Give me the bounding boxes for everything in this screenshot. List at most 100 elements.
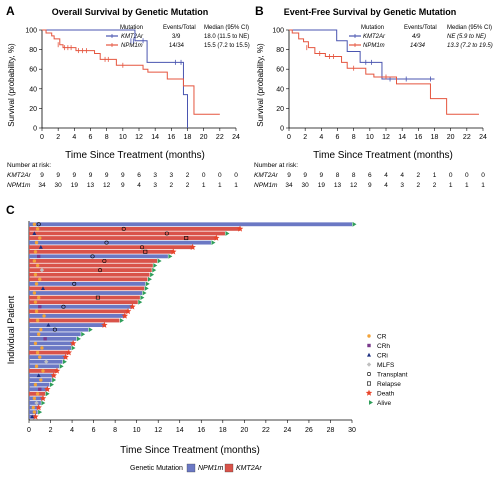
risk-value: 3	[400, 182, 404, 189]
patient-bar	[29, 245, 193, 250]
risk-value: 6	[137, 172, 141, 179]
marker-cr	[32, 291, 37, 295]
y-tick-label: 100	[25, 28, 37, 35]
panel-a-legend: Mutation Events/Total Median (95% CI) KM…	[106, 25, 250, 49]
panel-b-ylabel: Survival (probability, %)	[256, 43, 265, 127]
marker-crh	[36, 254, 41, 259]
panel-c-label: C	[6, 203, 15, 217]
km-curve-kmt2ar	[289, 29, 435, 80]
risk-value: 34	[38, 182, 46, 189]
legend-events-npm1m: 14/34	[410, 43, 426, 49]
y-tick-label: 0	[33, 126, 37, 133]
risk-value: 9	[368, 182, 372, 189]
risk-value: 1	[481, 182, 485, 189]
panel-c-ylabel: Individual Patient	[6, 295, 16, 364]
panel-b-legend: Mutation Events/Total Median (95% CI) KM…	[349, 25, 493, 49]
km-curve-npm1m	[289, 29, 479, 115]
y-tick-label: 20	[276, 106, 284, 113]
risk-value: 9	[121, 182, 125, 189]
marker-cr	[33, 300, 38, 304]
marker-alive	[144, 286, 149, 291]
patient-bar	[29, 231, 225, 236]
y-tick-label: 100	[272, 28, 284, 35]
marker-relapse	[95, 295, 100, 300]
marker-death	[101, 321, 108, 328]
marker-transplant	[90, 254, 95, 259]
marker-crh	[43, 337, 47, 341]
x-tick-label: 0	[287, 134, 291, 141]
marker-cr	[40, 346, 44, 350]
x-tick-label: 20	[240, 427, 248, 434]
marker-alive	[150, 272, 155, 278]
panel-c-group-legend: Genetic Mutation NPM1m KMT2Ar	[130, 463, 262, 473]
panel-a-risk-name-kmt2ar: KMT2Ar	[7, 172, 32, 179]
marker-cr	[38, 355, 42, 359]
marker-death	[129, 303, 136, 310]
marker-cr	[32, 259, 37, 263]
marker-death	[35, 404, 42, 411]
marker-cr	[39, 327, 43, 332]
patient-bar	[29, 318, 120, 323]
marker-death	[121, 312, 129, 319]
legend-label-cri: CRi	[377, 353, 388, 360]
risk-value: 2	[186, 182, 190, 189]
marker-death	[170, 248, 177, 255]
marker-cr	[42, 314, 46, 318]
marker-crh	[38, 387, 42, 391]
risk-value: 8	[352, 172, 356, 179]
legend-events-kmt2ar: 4/9	[412, 34, 421, 40]
x-tick-label: 18	[219, 427, 227, 434]
panel-c-xlabel: Time Since Treatment (months)	[120, 445, 260, 456]
patient-bar	[29, 309, 129, 314]
patient-bar	[29, 336, 77, 341]
marker-alive	[352, 221, 357, 227]
patient-bar	[29, 323, 105, 328]
panel-b-risk-name-kmt2ar: KMT2Ar	[254, 172, 279, 179]
risk-value: 3	[170, 172, 174, 179]
marker-cr	[35, 263, 40, 268]
marker-cri	[46, 322, 51, 327]
risk-value: 9	[287, 172, 291, 179]
x-tick-label: 24	[479, 134, 487, 141]
y-tick-label: 80	[276, 47, 284, 54]
km-curve-kmt2ar	[42, 29, 188, 128]
patient-bar	[29, 300, 138, 305]
risk-value: 8	[336, 172, 340, 179]
marker-cr	[34, 309, 39, 314]
marker-alive	[138, 299, 143, 305]
marker-cr	[32, 222, 37, 226]
risk-value: 4	[384, 172, 388, 179]
panel-a-ylabel: Survival (probability, %)	[7, 43, 16, 127]
marker-transplant	[102, 258, 107, 263]
patient-bar	[29, 249, 174, 254]
marker-cr	[35, 227, 40, 231]
x-tick-label: 10	[366, 134, 374, 141]
patient-bar	[29, 295, 140, 300]
patient-bar	[29, 254, 168, 259]
risk-value: 9	[105, 172, 109, 179]
legend-events-kmt2ar: 3/9	[172, 34, 181, 40]
legend-label-death: Death	[377, 391, 395, 398]
marker-death	[365, 389, 373, 396]
panel-b-title: Event-Free Survival by Genetic Mutation	[284, 7, 457, 17]
x-tick-label: 14	[151, 134, 159, 141]
patient-bar	[29, 259, 158, 263]
panel-c-marker-legend: CR CRh CRi MLFS Transplant Relapse Death Alive	[365, 334, 408, 407]
marker-cr	[35, 350, 40, 355]
x-tick-label: 10	[133, 427, 141, 434]
marker-cr	[33, 341, 38, 346]
marker-death	[32, 413, 39, 420]
legend-name-kmt2ar: KMT2Ar	[121, 34, 144, 40]
marker-cr	[35, 392, 40, 396]
risk-value: 1	[449, 182, 453, 189]
marker-transplant	[61, 304, 66, 309]
legend-name-npm1m: NPM1m	[363, 43, 385, 49]
x-tick-label: 2	[49, 427, 53, 434]
marker-transplant	[98, 268, 103, 273]
x-tick-label: 30	[348, 427, 356, 434]
marker-cri	[30, 414, 35, 419]
x-tick-label: 8	[113, 427, 117, 434]
marker-alive	[49, 382, 54, 388]
marker-alive	[38, 409, 43, 415]
marker-death	[44, 385, 51, 392]
